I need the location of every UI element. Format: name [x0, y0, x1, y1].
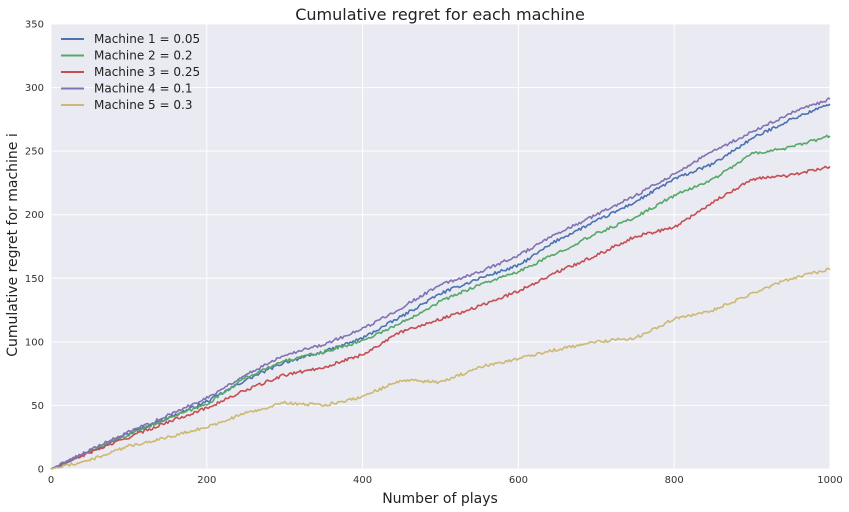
- y-tick-label: 250: [25, 147, 44, 158]
- legend-label: Machine 4 = 0.1: [94, 82, 192, 96]
- y-tick-label: 0: [38, 465, 44, 476]
- legend-label: Machine 2 = 0.2: [94, 49, 192, 63]
- y-tick-label: 350: [25, 20, 44, 31]
- x-tick-label: 400: [353, 475, 372, 486]
- x-axis-label: Number of plays: [382, 491, 498, 507]
- series-line-machine-3: [50, 165, 831, 470]
- legend-label: Machine 3 = 0.25: [94, 65, 200, 79]
- legend-label: Machine 5 = 0.3: [94, 98, 192, 112]
- y-tick-label: 200: [25, 210, 44, 221]
- x-tick-label: 200: [197, 475, 216, 486]
- series-line-machine-4: [50, 97, 831, 470]
- y-tick-label: 100: [25, 337, 44, 348]
- x-tick-label: 800: [665, 475, 684, 486]
- legend-label: Machine 1 = 0.05: [94, 32, 200, 46]
- y-tick-label: 300: [25, 83, 44, 94]
- chart-title: Cumulative regret for each machine: [295, 5, 585, 24]
- y-axis-ticks: 0 50 100 150 200 250 300 350: [25, 20, 44, 476]
- series-line-machine-5: [50, 267, 831, 470]
- y-axis-label: Cumulative regret for machine i: [5, 133, 21, 357]
- plot-background: [51, 24, 830, 469]
- x-axis-ticks: 0 200 400 600 800 1000: [48, 475, 843, 486]
- y-tick-label: 150: [25, 274, 44, 285]
- x-tick-label: 600: [509, 475, 528, 486]
- y-tick-label: 50: [31, 401, 44, 412]
- series-lines: [50, 97, 831, 470]
- legend: Machine 1 = 0.05 Machine 2 = 0.2 Machine 3…: [61, 32, 200, 112]
- x-tick-label: 0: [48, 475, 54, 486]
- grid-lines: [50, 23, 831, 470]
- series-line-machine-2: [50, 134, 831, 470]
- x-tick-label: 1000: [817, 475, 842, 486]
